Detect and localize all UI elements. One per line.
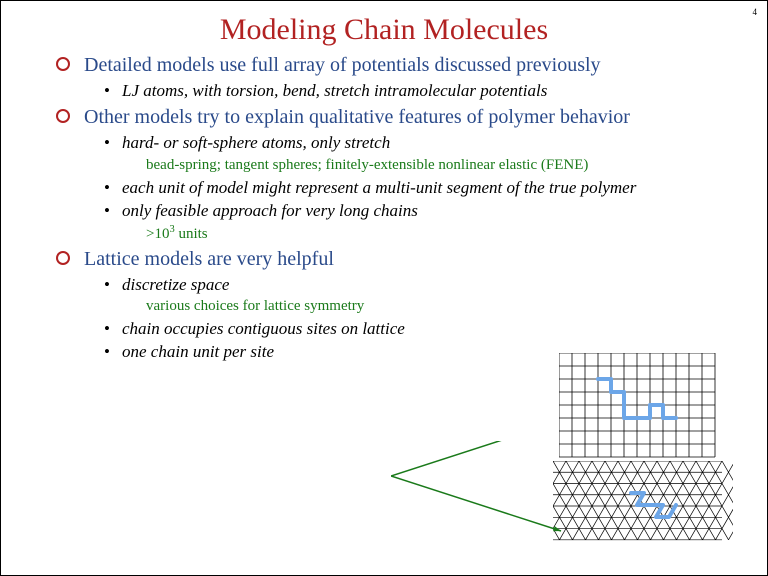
bullet-lattice-models: Lattice models are very helpful <box>56 247 727 272</box>
page-number: 4 <box>753 7 758 17</box>
sub-hard-soft-sphere: hard- or soft-sphere atoms, only stretch <box>104 133 727 153</box>
note-bead-spring: bead-spring; tangent spheres; finitely-e… <box>146 156 727 174</box>
note-units-prefix: >10 <box>146 226 169 242</box>
note-lattice-symmetry: various choices for lattice symmetry <box>146 297 727 315</box>
bullet-other-models: Other models try to explain qualitative … <box>56 105 727 130</box>
content-area: Detailed models use full array of potent… <box>1 53 767 363</box>
note-units: >103 units <box>146 224 727 243</box>
bullet-detailed-models: Detailed models use full array of potent… <box>56 53 727 78</box>
sub-lj-atoms: LJ atoms, with torsion, bend, stretch in… <box>104 81 727 101</box>
sub-contiguous: chain occupies contiguous sites on latti… <box>104 319 727 339</box>
lattice-arrows <box>391 441 591 551</box>
note-units-suffix: units <box>175 226 208 242</box>
sub-discretize: discretize space <box>104 275 727 295</box>
sub-multi-unit: each unit of model might represent a mul… <box>104 178 727 198</box>
slide-title: Modeling Chain Molecules <box>1 13 767 47</box>
sub-feasible: only feasible approach for very long cha… <box>104 201 727 221</box>
